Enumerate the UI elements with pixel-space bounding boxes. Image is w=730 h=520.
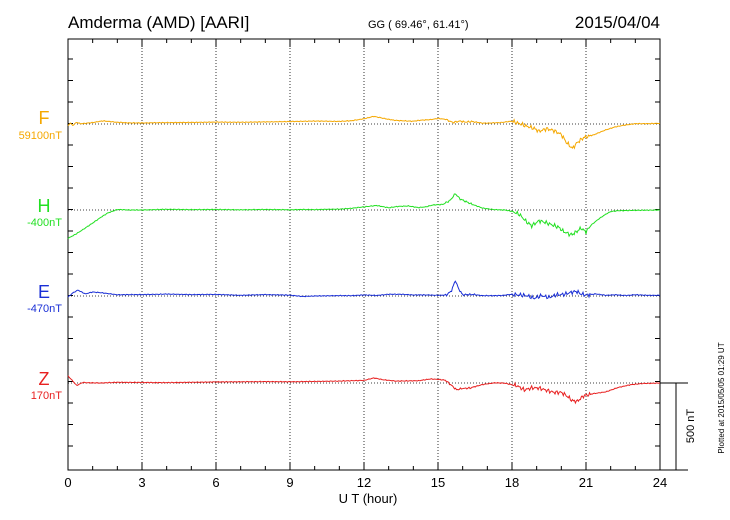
x-tick-label: 0 [64,475,71,490]
series-line-f [67,115,661,150]
series-name-z: Z [39,369,50,389]
x-tick-label: 18 [505,475,519,490]
series-group [67,115,661,405]
series-baseline-e: -470nT [27,303,62,315]
series-name-f: F [39,108,50,128]
series-baseline-f: 59100nT [19,130,63,142]
date-label: 2015/04/04 [575,13,660,32]
x-tick-label: 6 [212,475,219,490]
x-tick-label: 9 [286,475,293,490]
series-line-z [67,375,661,405]
grid-lines [68,39,660,470]
series-baseline-z: 170nT [31,390,62,402]
scale-bar-label: 500 nT [685,409,697,444]
x-tick-label: 12 [357,475,371,490]
station-title: Amderma (AMD) [AARI] [68,13,249,32]
series-name-h: H [38,196,51,216]
x-tick-label: 21 [579,475,593,490]
x-tick-labels: 0 3 6 9 12 15 18 21 24 [64,475,667,490]
x-tick-label: 15 [431,475,445,490]
x-tick-label: 24 [653,475,667,490]
series-name-e: E [38,282,50,302]
x-axis-label: U T (hour) [339,491,398,506]
series-baseline-h: -400nT [27,217,62,229]
series-line-e [67,280,661,300]
scale-bar: 500 nT [660,382,697,471]
coords-label: GG ( 69.46°, 61.41°) [368,19,469,31]
series-line-h [67,193,660,240]
x-tick-label: 3 [138,475,145,490]
plotted-timestamp: Plotted at 2015/05/05 01:29 UT [717,342,726,453]
